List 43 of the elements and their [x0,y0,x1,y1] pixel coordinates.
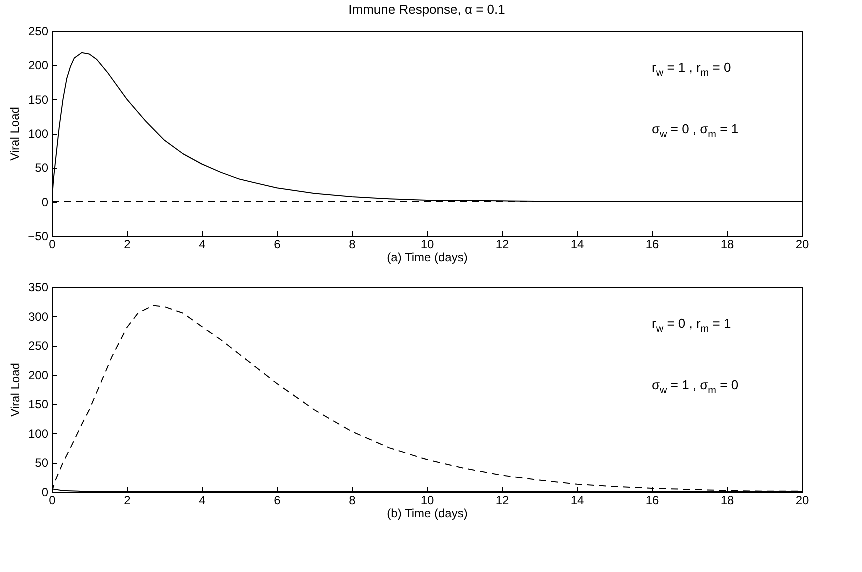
x-tick-label: 8 [349,494,356,508]
x-tick-label: 4 [199,238,206,252]
y-tick-label: 350 [28,280,49,294]
x-tick-label: 16 [646,494,660,508]
x-tick-label: 10 [420,494,434,508]
x-tick-label: 2 [124,494,132,508]
y-tick-label: 50 [35,161,49,176]
x-tick-label: 10 [420,238,434,252]
annotation: r$_{w}$ = 0 , r$_{m}$ = 1 [652,316,732,335]
y-tick-label: 250 [28,339,49,354]
x-tick-label: 16 [646,238,660,252]
y-tick-label: 150 [28,398,49,412]
y-tick-label: 100 [28,127,49,141]
annotation: r$_{w}$ = 1 , r$_{m}$ = 0 [652,60,732,79]
y-tick-label: 250 [28,24,49,38]
x-tick-label: 18 [720,238,734,252]
x-tick-label: 12 [496,494,510,508]
x-tick-label: 2 [124,238,132,252]
annotation: σ$_{w}$ = 0 , σ$_{m}$ = 1 [652,121,739,140]
x-tick-label: 6 [274,238,282,252]
y-axis-title: Viral Load [8,107,22,161]
y-tick-label: 200 [28,58,49,73]
y-tick-label: 0 [42,195,49,210]
chart-title: Immune Response, α = 0.1 [348,2,506,17]
x-tick-label: 8 [349,238,356,252]
y-tick-label: −50 [28,230,49,244]
y-tick-label: 200 [28,368,49,382]
x-tick-label: 14 [570,238,584,252]
y-tick-label: 100 [28,426,49,441]
x-tick-label: 14 [570,494,584,508]
y-axis-title: Viral Load [8,363,22,417]
y-tick-label: 150 [28,92,49,107]
y-tick-label: 50 [35,456,49,470]
x-tick-label: 12 [496,238,510,252]
x-tick-label: 6 [274,494,282,508]
x-axis-title: (b) Time (days) [387,506,468,520]
x-axis-title: (a) Time (days) [387,250,468,264]
x-tick-label: 20 [796,238,810,252]
x-tick-label: 20 [796,494,810,508]
x-tick-label: 18 [720,494,734,508]
y-tick-label: 300 [28,310,49,324]
annotation: σ$_{w}$ = 1 , σ$_{m}$ = 0 [652,377,739,396]
x-tick-label: 4 [199,494,206,508]
